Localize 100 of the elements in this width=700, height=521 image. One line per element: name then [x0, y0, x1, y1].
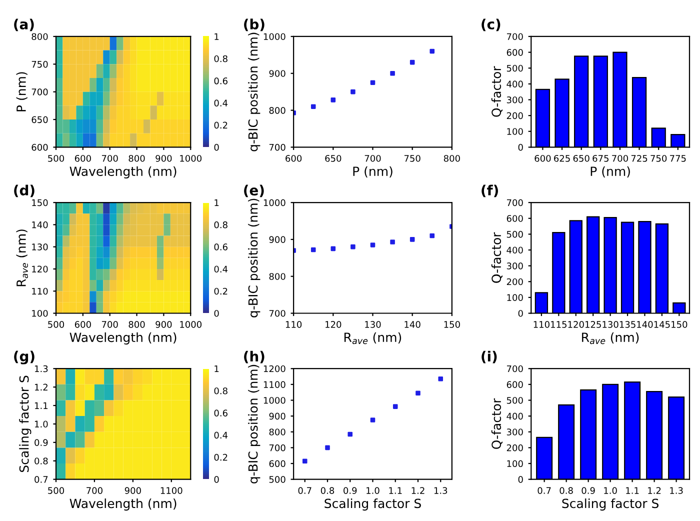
y-tick-label: 300 [506, 262, 523, 270]
x-tick-label: 700 [364, 154, 381, 162]
x-tick-label: 650 [325, 154, 342, 162]
x-tick-label: 1.0 [604, 487, 617, 494]
x-axis-title: Wavelength (nm) [70, 166, 176, 178]
y-tick-label: 100 [507, 128, 523, 135]
x-tick-label: 600 [534, 154, 551, 162]
point [430, 233, 435, 238]
y-axis-title: Q-factor [491, 398, 502, 449]
y-tick-label: 800 [269, 273, 286, 280]
x-tick-label: 750 [404, 154, 420, 162]
y-tick-label: 400 [506, 246, 523, 254]
x-axis-title: Wavelength (nm) [70, 332, 176, 345]
y-tick-label: 500 [506, 396, 523, 404]
x-tick-label: 600 [74, 321, 91, 328]
point [325, 445, 330, 450]
chart-title: (e) [244, 184, 264, 198]
x-tick-label: 120 [326, 321, 342, 328]
y-tick-label: 500 [506, 64, 523, 72]
y-tick-label: 0 [518, 144, 523, 151]
point [330, 246, 336, 252]
x-tick-label: 110 [286, 321, 302, 328]
x-tick-label: 110 [534, 321, 550, 328]
color-bar-label: 0.2 [214, 288, 228, 295]
y-tick-label: 900 [269, 70, 286, 77]
y-tick-label: 800 [32, 33, 48, 40]
x-tick-label: 0.8 [320, 487, 334, 494]
y-tick-label: 600 [32, 144, 48, 151]
y-tick-label: 600 [506, 49, 523, 56]
y-axis-title: Q-factor [491, 232, 502, 283]
point [370, 80, 376, 85]
y-tick-label: 140 [32, 221, 48, 228]
y-tick-label: 120 [32, 266, 48, 273]
x-tick-label: 1.3 [670, 487, 683, 494]
x-tick-label: 700 [102, 154, 118, 162]
color-bar-label: 0.4 [214, 266, 228, 273]
point [410, 237, 415, 242]
y-tick-label: 700 [269, 444, 286, 452]
y-axis-title: q-BIC position (nm) [248, 32, 260, 152]
color-bar-label: 0.8 [214, 221, 228, 228]
y-tick-label: 200 [506, 112, 523, 120]
x-axis-title: Scaling factor S [562, 498, 658, 511]
x-tick-label: 120 [568, 321, 584, 328]
x-axis-title: Wavelength (nm) [70, 498, 176, 511]
y-tick-label: 130 [32, 244, 48, 250]
y-tick-label: 100 [507, 294, 523, 301]
x-tick-label: 145 [654, 321, 670, 328]
chart-title: (i) [482, 350, 497, 364]
x-tick-label: 800 [444, 154, 460, 162]
x-tick-label: 1.2 [648, 487, 661, 494]
x-tick-label: 1.1 [389, 487, 402, 494]
x-tick-label: 130 [602, 321, 618, 328]
color-bar-label: 0.8 [214, 55, 228, 62]
point [390, 240, 395, 244]
color-bar-label: 1 [214, 199, 219, 206]
x-axis-title: R$_{ave}$ (nm) [582, 332, 639, 344]
y-tick-label: 100 [32, 310, 48, 317]
color-bar-label: 0.8 [214, 387, 228, 394]
point [350, 89, 356, 94]
y-axis-title: Q-factor [491, 66, 502, 117]
x-tick-label: 1.1 [626, 487, 639, 494]
y-tick-label: 500 [506, 230, 523, 238]
y-tick-label: 700 [269, 144, 286, 151]
y-tick-label: 700 [32, 88, 48, 96]
y-tick-label: 600 [506, 381, 523, 388]
color-bar-label: 0.6 [214, 77, 228, 84]
y-tick-label: 1100 [264, 381, 286, 388]
color-bar-label: 0 [214, 310, 219, 317]
y-tick-label: 750 [32, 60, 48, 68]
y-tick-label: 150 [32, 199, 48, 206]
x-tick-label: 700 [102, 321, 118, 328]
x-tick-label: 500 [48, 154, 64, 162]
y-tick-label: 0 [518, 476, 523, 483]
point [310, 104, 316, 109]
point [330, 98, 336, 102]
y-tick-label: 1000 [264, 33, 286, 40]
chart-title: (g) [14, 350, 34, 364]
x-tick-label: 1100 [160, 487, 182, 494]
y-tick-label: 100 [507, 460, 523, 468]
x-tick-label: 0.9 [344, 487, 357, 494]
y-tick-label: 700 [269, 310, 286, 317]
x-tick-label: 1.3 [434, 487, 448, 494]
color-bar-label: 0 [214, 144, 219, 151]
x-tick-label: 125 [585, 321, 601, 328]
x-tick-label: 900 [156, 154, 172, 162]
y-tick-label: 1.2 [34, 384, 48, 390]
y-axis-title: R$_{ave}$ (nm) [16, 230, 28, 286]
y-tick-label: 300 [506, 96, 523, 104]
x-tick-label: 1000 [180, 321, 202, 328]
y-tick-label: 300 [506, 428, 523, 436]
y-tick-label: 1.1 [34, 402, 48, 409]
x-tick-label: 625 [554, 154, 570, 162]
color-bar-label: 0 [214, 476, 219, 483]
x-tick-label: 800 [128, 154, 145, 162]
chart-title: (b) [244, 18, 264, 32]
color-bar-label: 0.2 [214, 122, 228, 129]
x-tick-label: 1.0 [366, 487, 380, 494]
point [350, 244, 356, 250]
y-tick-label: 200 [506, 444, 523, 452]
point [410, 60, 415, 65]
